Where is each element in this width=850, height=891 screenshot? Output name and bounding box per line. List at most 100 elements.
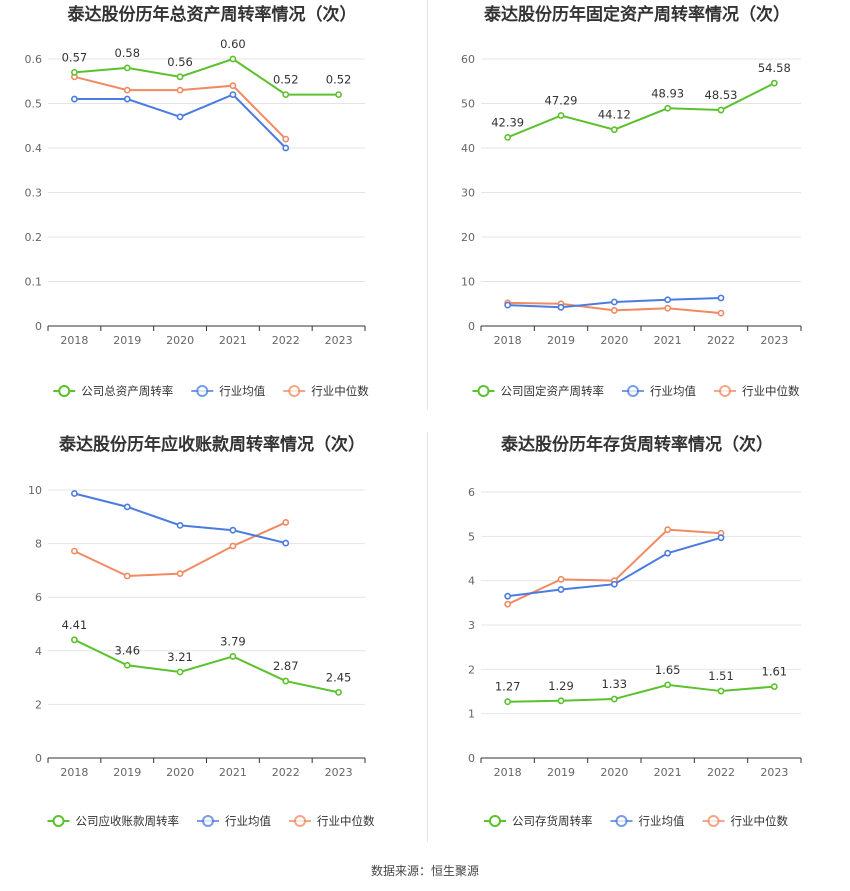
y-tick-label: 10 bbox=[461, 276, 475, 289]
x-tick-label: 2020 bbox=[600, 766, 628, 779]
data-point bbox=[71, 68, 78, 76]
data-point bbox=[557, 575, 565, 583]
series-line bbox=[507, 683, 775, 703]
data-point bbox=[123, 95, 131, 103]
data-point bbox=[717, 309, 725, 317]
x-tick-label: 2021 bbox=[654, 766, 682, 779]
x-tick-label: 2020 bbox=[166, 334, 194, 347]
y-tick-label: 0 bbox=[468, 320, 475, 333]
data-label: 2.45 bbox=[326, 670, 352, 684]
data-point bbox=[123, 86, 131, 94]
data-point bbox=[335, 688, 342, 696]
vertical-divider bbox=[427, 432, 428, 842]
data-point bbox=[176, 570, 184, 578]
data-point bbox=[229, 91, 237, 98]
legend-label: 行业中位数 bbox=[731, 814, 789, 828]
x-tick-label: 2019 bbox=[113, 334, 141, 347]
data-label: 2.87 bbox=[273, 659, 299, 673]
data-point bbox=[557, 112, 565, 119]
x-tick-label: 2021 bbox=[219, 334, 247, 347]
chart-title: 泰达股份历年应收账款周转率情况（次） bbox=[59, 434, 365, 455]
x-tick-label: 2020 bbox=[600, 334, 628, 347]
legend-label: 行业中位数 bbox=[317, 814, 375, 828]
x-tick-label: 2019 bbox=[113, 766, 141, 779]
data-label: 0.60 bbox=[220, 37, 246, 51]
legend-marker bbox=[202, 815, 214, 827]
data-point bbox=[176, 73, 184, 81]
data-point bbox=[664, 296, 672, 304]
data-point bbox=[610, 307, 618, 314]
legend-marker bbox=[294, 815, 306, 827]
data-point bbox=[71, 547, 78, 555]
data-label: 42.39 bbox=[491, 115, 524, 129]
y-tick-label: 0 bbox=[35, 320, 42, 333]
series-line bbox=[73, 521, 287, 578]
data-point bbox=[610, 126, 618, 134]
legend-item: 行业中位数 bbox=[702, 814, 789, 828]
x-tick-label: 2023 bbox=[760, 766, 788, 779]
x-tick-label: 2018 bbox=[60, 766, 88, 779]
data-point bbox=[229, 542, 237, 550]
y-tick-label: 60 bbox=[461, 53, 475, 66]
data-point bbox=[504, 698, 512, 706]
series-line bbox=[507, 82, 775, 139]
chart-svg: 泰达股份历年应收账款周转率情况（次） 0 2 4 6 8 10 2018 2019 2020 202… bbox=[28, 434, 375, 828]
series-line bbox=[74, 57, 339, 96]
legend-item: 行业中位数 bbox=[289, 814, 375, 828]
chart-fixed-asset-turnover: 泰达股份历年固定资产周转率情况（次） 0 10 20 30 40 50 60 2018 2019 2… bbox=[425, 0, 850, 430]
legend-label: 公司固定资产周转率 bbox=[501, 384, 605, 398]
chart-svg: 泰达股份历年存货周转率情况（次） 0 1 2 3 4 5 6 2018 2019 2020 2021 2… bbox=[468, 434, 802, 828]
series-line bbox=[74, 75, 287, 140]
data-point bbox=[123, 503, 131, 511]
y-tick-label: 30 bbox=[461, 187, 475, 200]
chart-title: 泰达股份历年存货周转率情况（次） bbox=[501, 434, 773, 455]
data-point bbox=[717, 534, 725, 542]
legend-label: 行业均值 bbox=[225, 814, 271, 828]
legend-marker bbox=[477, 385, 490, 397]
data-point bbox=[717, 106, 725, 114]
legend-item: 行业均值 bbox=[191, 384, 266, 398]
y-tick-label: 0.3 bbox=[25, 187, 43, 200]
legend-item: 公司应收账款周转率 bbox=[47, 814, 180, 828]
data-label: 1.65 bbox=[655, 663, 681, 677]
data-point bbox=[229, 82, 237, 90]
data-point bbox=[123, 661, 131, 669]
y-tick-label: 3 bbox=[468, 619, 475, 632]
y-tick-label: 4 bbox=[35, 645, 42, 658]
data-point bbox=[504, 600, 512, 608]
legend-label: 行业均值 bbox=[650, 384, 696, 398]
data-point bbox=[282, 539, 290, 547]
data-point bbox=[176, 86, 184, 94]
data-point bbox=[504, 592, 512, 600]
x-tick-label: 2022 bbox=[272, 334, 300, 347]
legend-item: 行业中位数 bbox=[714, 384, 800, 398]
y-tick-label: 0.5 bbox=[25, 98, 43, 111]
legend-marker bbox=[707, 815, 720, 827]
data-point bbox=[282, 144, 290, 152]
y-tick-label: 4 bbox=[468, 575, 475, 588]
y-tick-label: 0.2 bbox=[25, 231, 43, 244]
legend-item: 公司固定资产周转率 bbox=[472, 384, 605, 398]
legend-marker bbox=[615, 815, 628, 827]
data-point bbox=[717, 294, 725, 302]
data-label: 0.56 bbox=[167, 55, 193, 69]
data-label: 48.93 bbox=[651, 86, 684, 100]
x-tick-label: 2022 bbox=[707, 766, 735, 779]
y-tick-label: 2 bbox=[35, 698, 42, 711]
legend-label: 行业均值 bbox=[639, 814, 685, 828]
y-tick-label: 0.4 bbox=[25, 142, 43, 155]
data-label: 0.52 bbox=[326, 73, 352, 87]
y-tick-label: 8 bbox=[35, 538, 42, 551]
data-point bbox=[71, 490, 78, 497]
data-point bbox=[282, 677, 290, 685]
data-point bbox=[664, 304, 672, 312]
data-point bbox=[610, 695, 618, 703]
data-label: 1.33 bbox=[602, 677, 628, 691]
data-point bbox=[229, 653, 237, 660]
legend-item: 行业中位数 bbox=[283, 384, 369, 398]
data-label: 0.52 bbox=[273, 73, 299, 87]
legend-label: 公司应收账款周转率 bbox=[76, 814, 180, 828]
data-point bbox=[282, 519, 290, 526]
y-tick-label: 5 bbox=[468, 530, 475, 543]
y-tick-label: 1 bbox=[468, 708, 475, 721]
